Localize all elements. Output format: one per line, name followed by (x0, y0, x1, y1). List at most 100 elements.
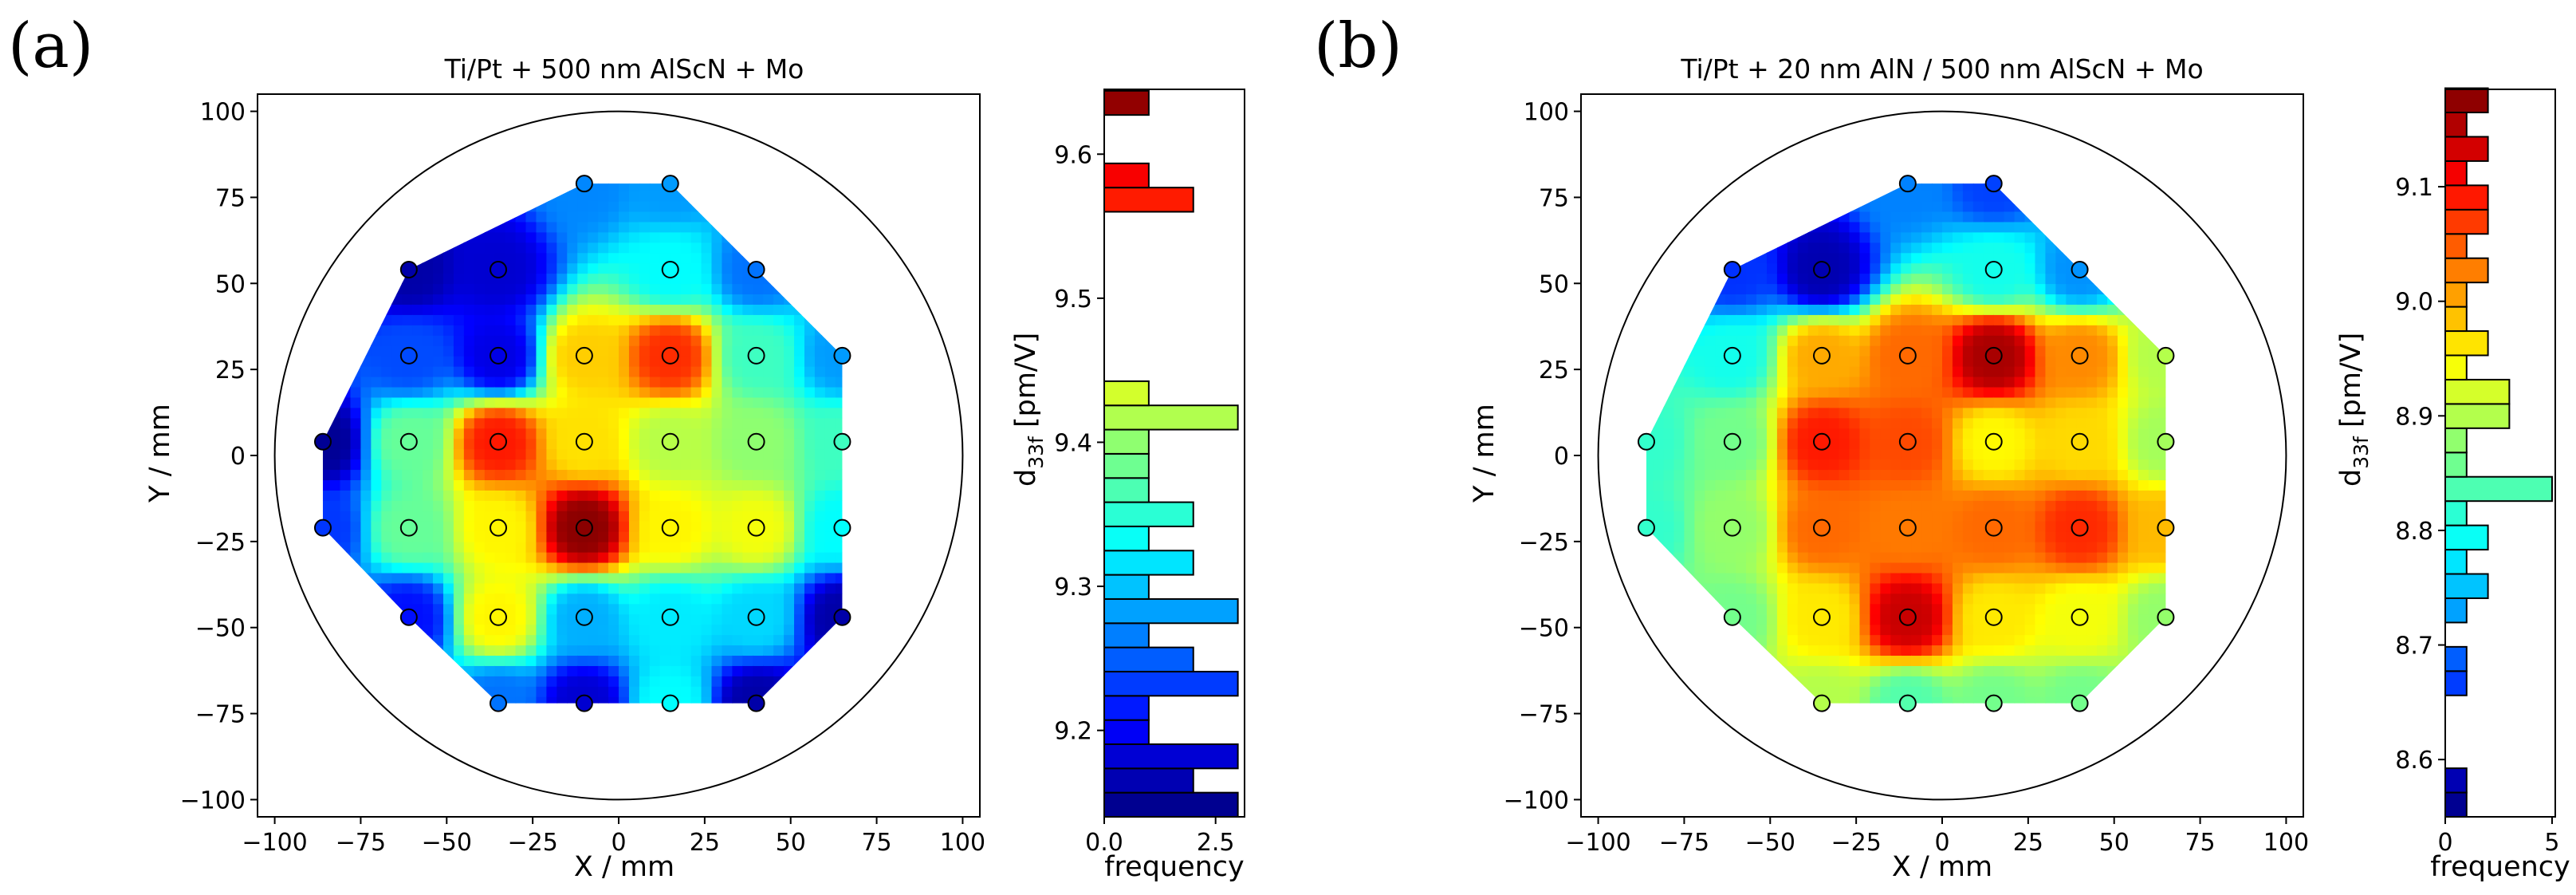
y-tick-label: 100 (200, 99, 246, 127)
map-xlabel-b: X / mm (1892, 851, 1992, 883)
hist-bar (2444, 208, 2489, 235)
measurement-point (833, 346, 851, 365)
wafer-map-a: −100 −75 −50 −25 0 25 50 75 100 −100 −75 −50 −25 0 25 5… (180, 93, 985, 857)
hist-bar (1103, 452, 1150, 479)
histogram-a: 0.0 2.5 9.2 9.3 9.4 9.5 9.6 (1054, 89, 1245, 857)
hist-ylabel-b: d33f [pm/V] (2335, 333, 2373, 487)
measurement-point (1898, 346, 1917, 365)
x-tick-label: 100 (2263, 829, 2309, 857)
measurement-point (833, 608, 851, 626)
measurement-point (1984, 432, 2003, 451)
hist-ylabel-sub-a: 33f (1025, 436, 1048, 469)
hist-bar (1103, 646, 1194, 672)
hist-bar (1103, 380, 1150, 407)
measurement-point (1813, 346, 1831, 365)
hist-bar (1103, 477, 1150, 503)
hist-bar (2444, 500, 2468, 526)
x-tick-label: −100 (242, 829, 307, 857)
hist-y-tick-label: 8.9 (2395, 403, 2433, 431)
hist-ylabel-unit-a: [pm/V] (1010, 333, 1042, 436)
y-tick-label: 75 (215, 184, 246, 212)
x-tick-label: −25 (1831, 829, 1881, 857)
hist-bar (1103, 695, 1150, 721)
hist-y-tick-label: 9.1 (2395, 174, 2433, 202)
hist-axes-frame (2444, 89, 2556, 818)
y-tick-label: −25 (195, 529, 246, 557)
panel-letter-a: (a) (8, 10, 93, 82)
measurement-point (661, 694, 679, 712)
hist-bar (2444, 233, 2468, 259)
y-tick-label: −25 (1519, 529, 1569, 557)
hist-bar (1103, 743, 1239, 770)
measurement-point (490, 432, 507, 451)
hist-x-tick-label: 2.5 (1197, 829, 1235, 857)
histogram-b: 0 5 8.6 8.7 8.8 8.9 9.0 9.1 (2395, 87, 2560, 857)
wafer-outline (1597, 110, 2287, 801)
y-tick-label: −50 (195, 615, 246, 643)
measurement-point (1984, 694, 2003, 712)
measurement-point (661, 432, 679, 451)
measurement-point (747, 608, 765, 626)
hist-y-tick-label: 9.4 (1054, 429, 1092, 457)
hist-bar (2444, 427, 2468, 454)
measurement-point (1984, 175, 2003, 193)
hist-ylabel-a: d33f [pm/V] (1010, 333, 1048, 487)
hist-bar (1103, 525, 1150, 552)
measurement-point (1723, 261, 1741, 279)
measurement-point (2071, 261, 2089, 279)
measurement-point (1898, 608, 1917, 626)
hist-bar (2444, 791, 2468, 818)
measurement-point (747, 261, 765, 279)
measurement-point (575, 694, 593, 712)
hist-bar (2444, 597, 2468, 624)
measurement-point (2071, 346, 2089, 365)
map-title-b: Ti/Pt + 20 nm AlN / 500 nm AlScN + Mo (1680, 53, 2203, 85)
hist-y-tick-label: 8.6 (2395, 747, 2433, 775)
panel-b: (b) Ti/Pt + 20 nm AlN / 500 nm AlScN + M… (1314, 10, 2570, 883)
measurement-point (2157, 432, 2175, 451)
measurement-point (1984, 346, 2003, 365)
measurement-point (1813, 608, 1831, 626)
x-tick-label: 50 (776, 829, 806, 857)
measurement-point (2157, 346, 2175, 365)
hist-bar (2444, 378, 2511, 405)
measurement-point (313, 432, 332, 451)
hist-bar (2444, 549, 2468, 575)
hist-bar (2444, 87, 2489, 114)
measurement-point (490, 346, 507, 365)
wafer-outline (273, 110, 964, 801)
measurement-point (2157, 518, 2175, 537)
measurement-point (1898, 518, 1917, 537)
measurement-point (575, 518, 593, 537)
hist-bar (2444, 767, 2468, 794)
measurement-point (1723, 518, 1741, 537)
hist-bar (2444, 330, 2489, 357)
panel-a: (a) Ti/Pt + 500 nm AlScN + Mo −100 −75 −50… (8, 10, 1245, 883)
hist-bar (1103, 501, 1194, 527)
hist-bar (1103, 574, 1150, 600)
x-tick-label: −50 (1745, 829, 1795, 857)
hist-bar (2444, 670, 2468, 696)
hist-bar (2444, 257, 2489, 284)
hist-bar (2444, 306, 2468, 333)
x-tick-label: −75 (1659, 829, 1709, 857)
panel-letter-b: (b) (1314, 10, 1402, 82)
measurement-point (575, 608, 593, 626)
hist-bar (1103, 622, 1150, 649)
hist-ylabel-main-a: d (1010, 469, 1042, 487)
measurement-point (661, 608, 679, 626)
measurement-point (399, 608, 418, 626)
measurement-point (399, 432, 418, 451)
y-tick-label: −75 (1519, 701, 1569, 729)
measurement-point (661, 346, 679, 365)
x-tick-label: 0 (611, 829, 626, 857)
hist-x-tick-label: 0.0 (1085, 829, 1123, 857)
measurement-point (575, 346, 593, 365)
hist-bar (2444, 524, 2489, 551)
measurement-point (1898, 175, 1917, 193)
hist-bar (2444, 403, 2511, 429)
hist-bar (1103, 162, 1150, 189)
measurement-point (1637, 518, 1655, 537)
wafer-map-b: −100 −75 −50 −25 0 25 50 75 100 −100 −75 −50 −25 0 25 5… (1504, 93, 2309, 857)
hist-bar (2444, 282, 2468, 308)
